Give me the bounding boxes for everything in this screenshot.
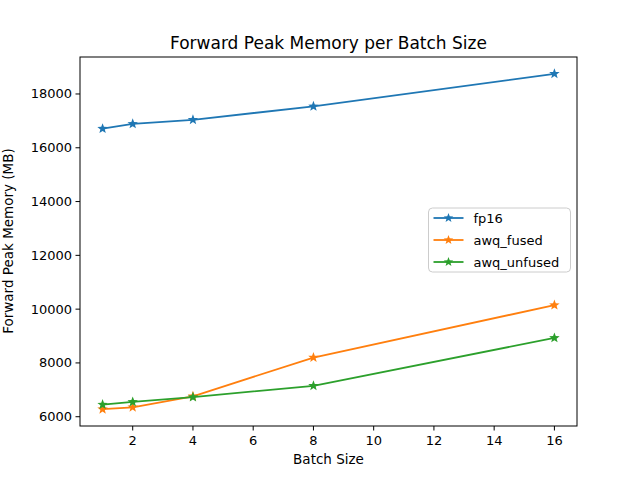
- chart-title: Forward Peak Memory per Batch Size: [80, 33, 577, 53]
- series-line-awq_fused: [103, 305, 555, 409]
- plot-canvas: 2 4 6 8 10 12 14 16 6000 8000 10000 12000 14000 16000…: [0, 0, 640, 480]
- x-tick-label: 6: [249, 433, 257, 448]
- y-tick-label: 12000: [31, 248, 72, 263]
- data-point-marker-fp16: [308, 101, 318, 111]
- legend-item-label: awq_fused: [474, 233, 543, 248]
- data-point-marker-fp16: [127, 118, 137, 128]
- series-line-fp16: [103, 74, 555, 129]
- x-tick-label: 4: [189, 433, 197, 448]
- x-tick-label: 16: [546, 433, 563, 448]
- data-point-marker-awq_unfused: [549, 332, 559, 342]
- y-axis-label: Forward Peak Memory (MB): [0, 91, 16, 391]
- y-tick-label: 6000: [39, 409, 72, 424]
- data-point-marker-awq_unfused: [308, 380, 318, 390]
- data-point-marker-awq_unfused: [188, 392, 198, 402]
- y-tick-label: 10000: [31, 302, 72, 317]
- data-point-marker-awq_fused: [308, 352, 318, 362]
- legend-item-label: awq_unfused: [474, 255, 560, 270]
- y-tick-label: 8000: [39, 355, 72, 370]
- x-tick-label: 8: [309, 433, 317, 448]
- legend-item-label: fp16: [474, 211, 503, 226]
- data-point-marker-fp16: [97, 123, 107, 133]
- data-point-marker-fp16: [188, 114, 198, 124]
- x-tick-label: 14: [486, 433, 503, 448]
- x-tick-label: 2: [129, 433, 137, 448]
- data-point-marker-awq_fused: [549, 300, 559, 310]
- x-tick-label: 12: [426, 433, 443, 448]
- y-tick-label: 18000: [31, 86, 72, 101]
- series-line-awq_unfused: [103, 338, 555, 405]
- data-point-marker-fp16: [549, 68, 559, 78]
- y-tick-label: 16000: [31, 140, 72, 155]
- y-tick-label: 14000: [31, 194, 72, 209]
- x-axis-label: Batch Size: [80, 451, 577, 467]
- x-tick-label: 10: [365, 433, 382, 448]
- figure: 2 4 6 8 10 12 14 16 6000 8000 10000 12000 14000 16000…: [0, 0, 640, 480]
